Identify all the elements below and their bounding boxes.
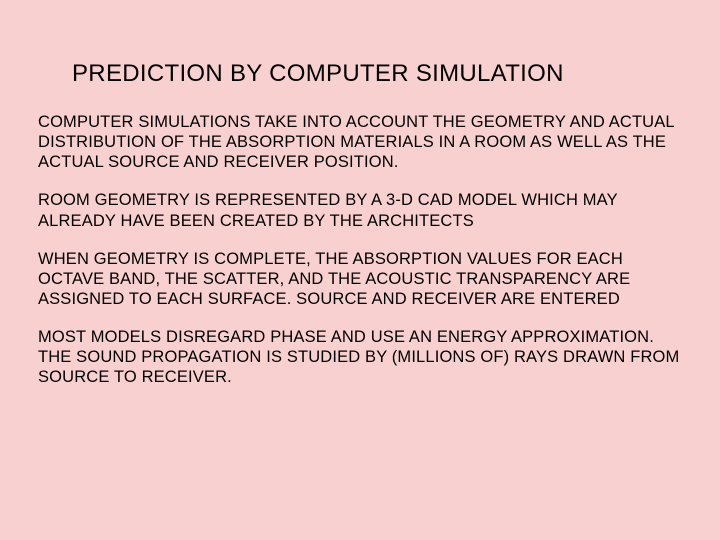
slide-paragraph: MOST MODELS DISREGARD PHASE AND USE AN E… <box>38 327 682 387</box>
slide-paragraph: WHEN GEOMETRY IS COMPLETE, THE ABSORPTIO… <box>38 249 682 309</box>
slide-title: PREDICTION BY COMPUTER SIMULATION <box>72 60 682 88</box>
slide-paragraph: COMPUTER SIMULATIONS TAKE INTO ACCOUNT T… <box>38 112 682 172</box>
slide-paragraph: ROOM GEOMETRY IS REPRESENTED BY A 3-D CA… <box>38 190 682 230</box>
